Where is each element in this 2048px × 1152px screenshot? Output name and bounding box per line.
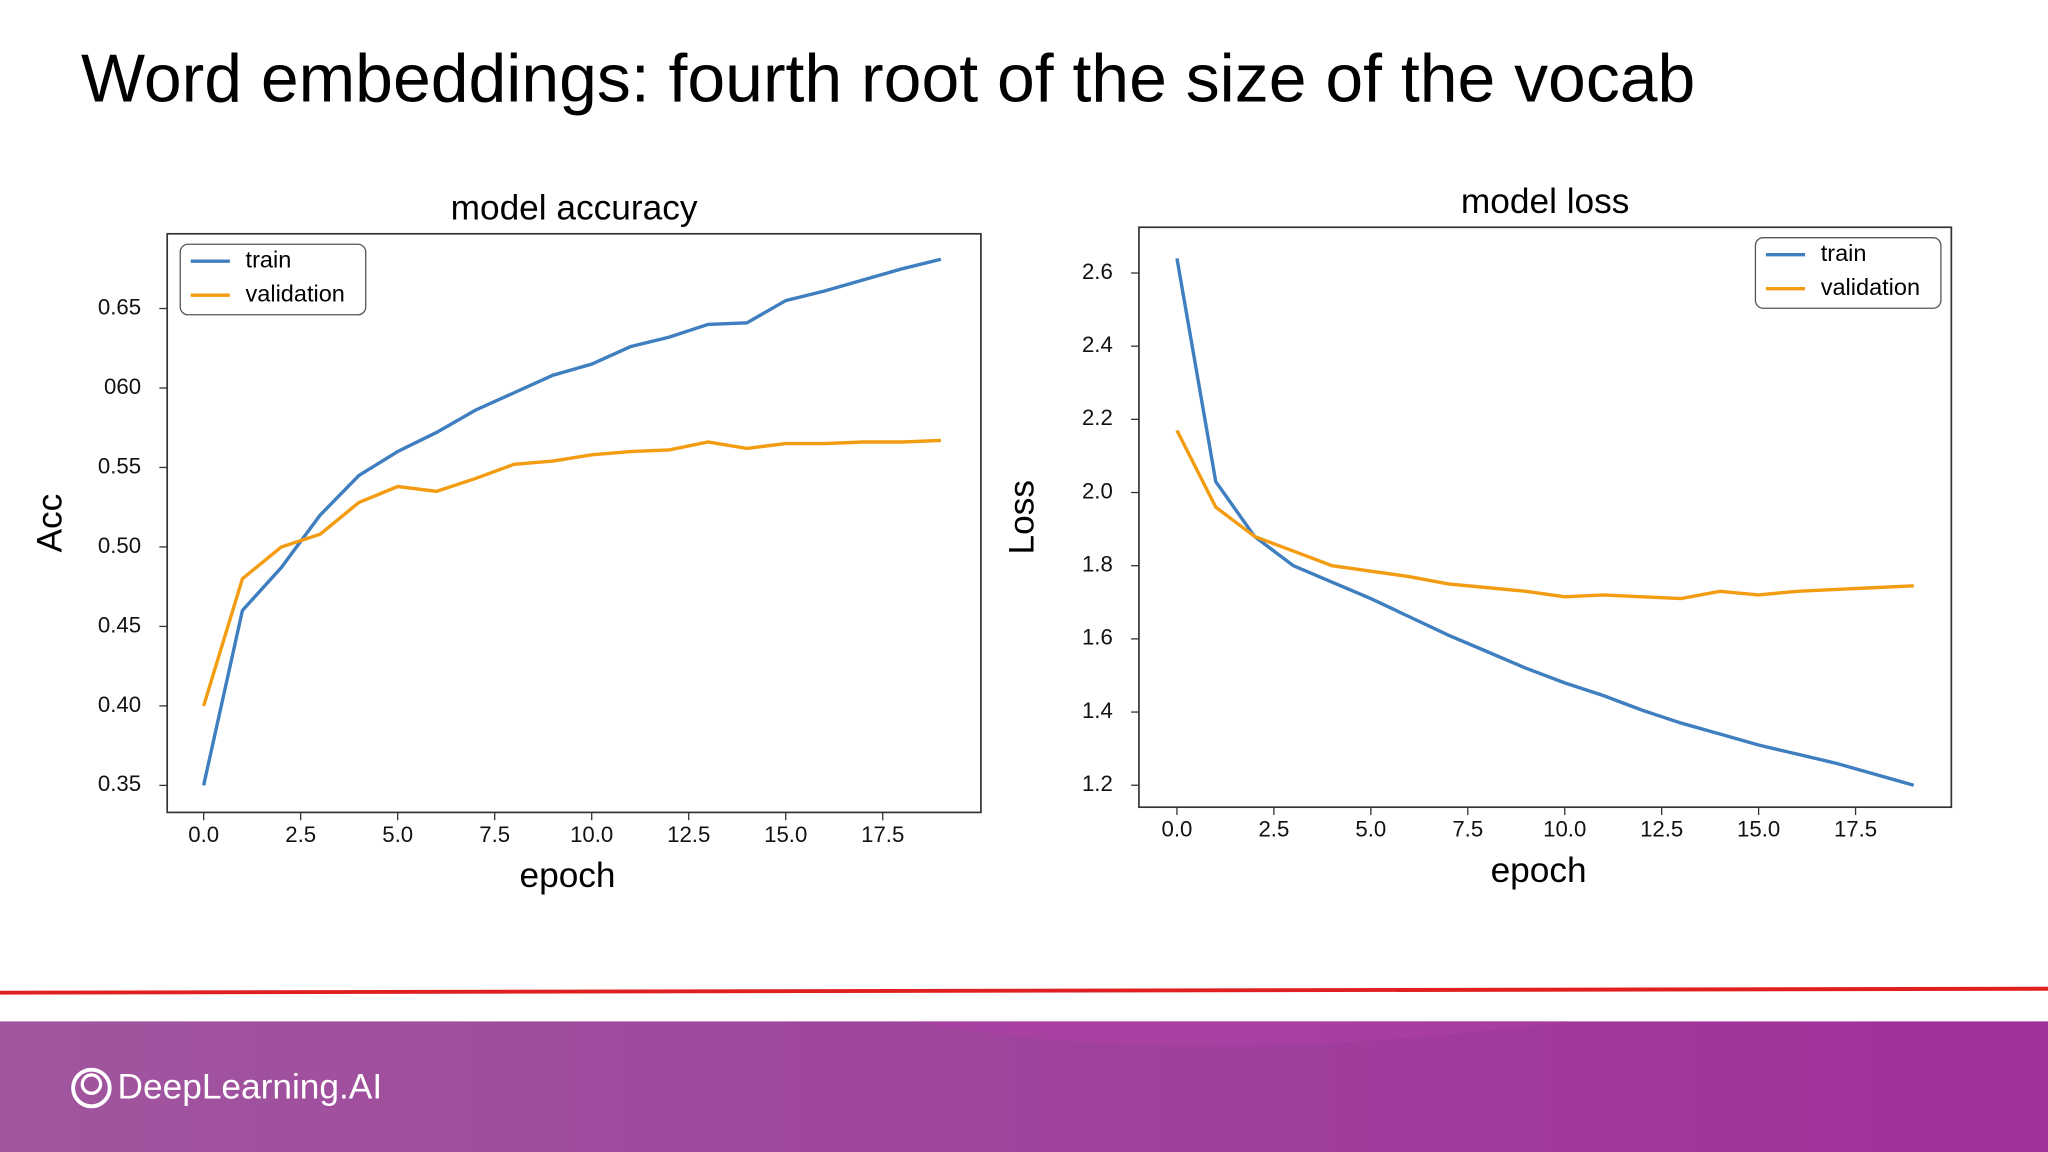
series-line [1175,258,1915,787]
x-axis-label: epoch [1491,851,1587,890]
y-tick-label: 1.8 [1082,552,1113,577]
chart-title: model loss [1461,182,1630,221]
x-axis-label: epoch [519,856,615,895]
divider [0,986,2048,995]
x-tick-label: 2.5 [285,822,316,847]
y-tick-label: 1.2 [1082,771,1113,796]
y-tick-label: 2.0 [1082,478,1113,503]
legend-label: validation [246,280,345,306]
series-line [202,438,941,707]
x-tick-label: 10.0 [570,822,613,847]
x-tick-label: 2.5 [1258,817,1289,842]
x-tick-label: 0.0 [188,822,219,847]
series-line [201,257,942,786]
y-axis-label: Loss [1002,480,1041,554]
slide-title: Word embeddings: fourth root of the size… [81,42,1695,117]
plot-frame [166,232,982,814]
series-line [1175,429,1914,601]
logo [71,1067,112,1109]
x-tick-label: 15.0 [1737,817,1780,842]
y-tick-label: 1.4 [1082,698,1113,723]
x-tick-label: 15.0 [764,822,807,847]
x-tick-label: 7.5 [1452,817,1483,842]
y-tick-label: 0.55 [98,453,141,478]
y-tick-label: 1.6 [1082,625,1113,650]
y-tick-label: 0.50 [98,533,141,558]
x-tick-label: 5.0 [382,822,413,847]
x-tick-label: 17.5 [1834,817,1877,842]
footer [0,1021,2048,1152]
y-axis-label: Acc [31,494,70,553]
y-tick-label: 0.65 [98,294,141,319]
y-tick-label: 0.35 [98,771,141,796]
x-tick-label: 12.5 [1640,817,1683,842]
chart-title: model accuracy [451,189,698,228]
brand: DeepLearning.AI [118,1068,383,1107]
y-tick-label: 0.40 [98,692,141,717]
x-tick-label: 12.5 [667,822,710,847]
plot-frame [1138,226,1953,809]
legend-label: train [1821,240,1867,266]
y-tick-label: 2.4 [1082,332,1113,357]
y-tick-label: 060 [104,374,141,399]
x-tick-label: 5.0 [1355,817,1386,842]
legend-label: validation [1821,274,1920,300]
x-tick-label: 17.5 [861,822,904,847]
y-tick-label: 0.45 [98,612,141,637]
y-tick-label: 2.6 [1082,259,1113,284]
footer-wave [914,1021,1568,1047]
x-tick-label: 7.5 [479,822,510,847]
x-tick-label: 10.0 [1543,817,1586,842]
y-tick-label: 2.2 [1082,405,1113,430]
legend-label: train [246,246,292,272]
x-tick-label: 0.0 [1162,817,1193,842]
